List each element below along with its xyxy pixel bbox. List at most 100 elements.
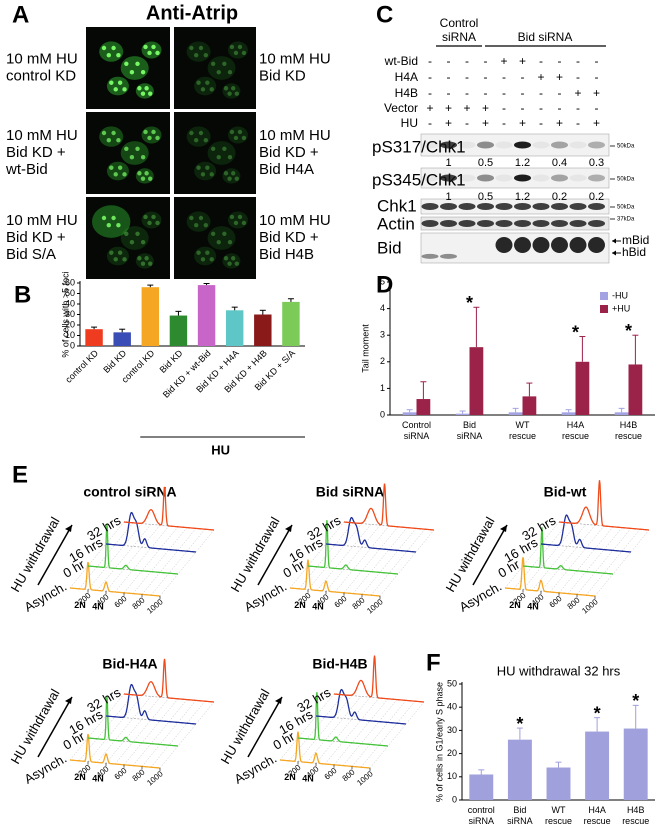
chart-title: HU withdrawal 32 hrs	[497, 663, 621, 678]
bar	[623, 728, 648, 800]
band	[588, 203, 605, 210]
depth-grid	[114, 525, 170, 593]
histogram-trace	[280, 731, 370, 769]
depth-grid	[316, 524, 372, 591]
focus	[101, 45, 107, 51]
ploidy-label: 4N	[302, 774, 314, 784]
sign: -	[502, 86, 506, 100]
focus	[196, 250, 201, 255]
y-tick-label: 20	[447, 748, 457, 758]
focus	[210, 146, 216, 151]
x-tick-label: Bid siRNA	[507, 805, 533, 826]
depth-grid	[297, 695, 353, 762]
focus	[222, 61, 227, 66]
focus	[234, 176, 239, 181]
bar	[507, 739, 532, 800]
arrowhead	[500, 525, 507, 532]
sign: +	[593, 86, 600, 100]
sign: -	[558, 86, 562, 100]
band	[514, 174, 531, 182]
layer-label: 32 hrs	[304, 512, 343, 543]
arrowhead	[275, 697, 282, 704]
bar	[225, 310, 244, 346]
size-marker: 37kDa	[617, 217, 635, 223]
band	[477, 174, 494, 182]
focus	[144, 171, 149, 176]
sign: -	[447, 70, 451, 84]
bar	[508, 412, 523, 415]
focus	[237, 44, 243, 50]
focus	[101, 215, 107, 221]
band	[458, 141, 476, 149]
bar	[416, 399, 431, 415]
depth-grid	[150, 701, 206, 768]
focus	[144, 86, 149, 91]
blot-label: pS345/Chk1	[372, 170, 466, 189]
significance-star: *	[572, 322, 579, 342]
band	[551, 203, 568, 210]
focus	[194, 223, 199, 228]
bar	[141, 287, 160, 346]
bar	[85, 329, 103, 346]
sign: +	[593, 116, 600, 130]
cell	[222, 168, 241, 184]
cell	[135, 168, 154, 184]
image-label: Bid H4B	[259, 246, 314, 263]
histogram-trace	[344, 483, 434, 531]
cell	[227, 126, 248, 144]
plot-title: control siRNA	[83, 484, 176, 500]
panel-letter: A	[12, 1, 29, 28]
focus	[148, 261, 153, 266]
x-tick-label: 600	[323, 766, 339, 782]
cell	[141, 41, 162, 59]
cell	[135, 83, 154, 99]
image-label: Bid KD +	[6, 144, 66, 161]
focus	[144, 256, 149, 261]
focus	[106, 138, 112, 143]
significance-star: *	[516, 714, 523, 734]
sign: +	[537, 70, 544, 84]
focus	[227, 155, 233, 160]
cell	[141, 126, 162, 144]
depth-grid	[531, 524, 587, 591]
depth-grid	[549, 525, 605, 593]
row-label: H4A	[395, 70, 418, 84]
bid-form: mBid	[622, 233, 649, 247]
arrow-line	[247, 696, 283, 758]
focus	[223, 86, 229, 91]
sign: -	[484, 54, 488, 68]
image-label: Bid KD +	[259, 144, 319, 161]
depth-grid	[150, 529, 206, 596]
panel-letter: F	[426, 649, 441, 676]
y-tick-label: 50	[65, 288, 75, 298]
depth-grid	[325, 525, 381, 592]
x-tick-label: 600	[113, 766, 129, 782]
y-tick-label: 20	[65, 319, 75, 329]
focus	[124, 146, 129, 151]
sign: -	[576, 101, 580, 115]
focus	[116, 138, 121, 143]
legend-label: +HU	[612, 303, 630, 313]
band	[421, 174, 439, 182]
focus	[227, 261, 232, 266]
depth-grid	[96, 524, 152, 591]
band	[551, 237, 568, 253]
y-tick-label: 10	[447, 771, 457, 781]
band	[440, 253, 457, 259]
focus	[200, 257, 206, 262]
focus	[209, 257, 214, 262]
sign: +	[519, 116, 526, 130]
depth-grid	[379, 529, 435, 597]
y-tick-label: 4	[380, 303, 385, 313]
band	[421, 141, 439, 149]
cell	[106, 161, 129, 181]
image-label: Bid KD +	[259, 229, 319, 246]
sign: -	[465, 116, 469, 130]
focus	[111, 215, 116, 221]
band	[421, 203, 439, 210]
depth-grid	[141, 700, 197, 767]
quantification: 0.4	[552, 157, 567, 169]
depth-grid	[333, 698, 389, 765]
sign: -	[502, 116, 506, 130]
sign: -	[447, 54, 451, 68]
